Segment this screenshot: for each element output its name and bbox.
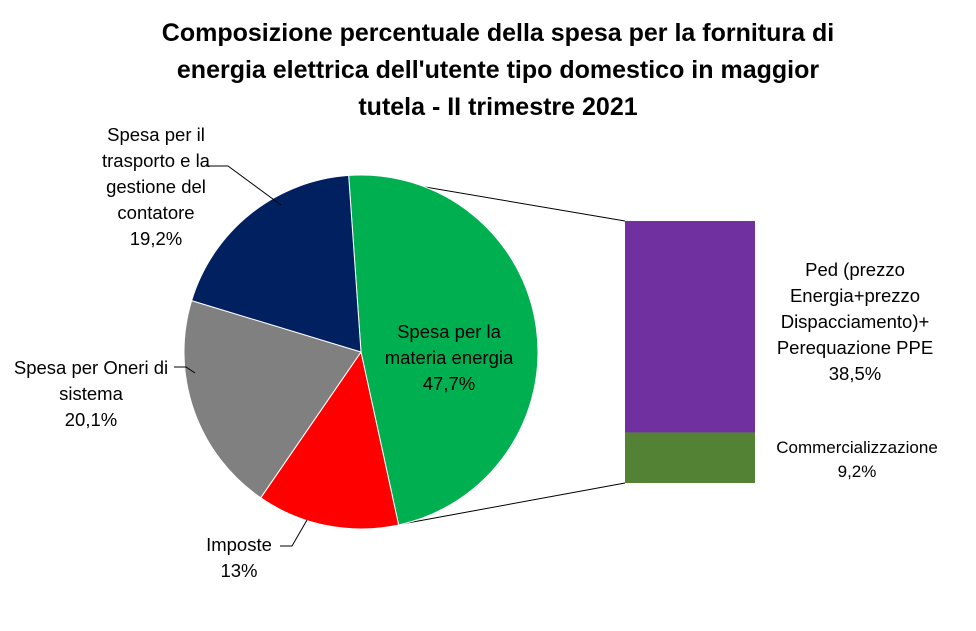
- value-label: 20,1%: [65, 409, 117, 430]
- connector-line-bottom: [404, 482, 626, 525]
- segment-label: Dispacciamento)+: [781, 311, 930, 332]
- value-label: 13%: [220, 560, 257, 581]
- leader-line-oneri: [174, 366, 196, 374]
- pie-slice: [183, 299, 362, 499]
- chart-title-line: energia elettrica dell'utente tipo domes…: [177, 56, 819, 84]
- slice-label: Spesa per la: [397, 321, 502, 342]
- breakdown-bar: [625, 221, 755, 483]
- pie-slice: [348, 174, 539, 526]
- slice-label: Spesa per il: [107, 124, 205, 145]
- leader-line-imposte: [280, 519, 308, 547]
- slice-label: trasporto e la: [102, 150, 211, 171]
- pie: [183, 174, 539, 530]
- segment-label: Energia+prezzo: [790, 285, 920, 306]
- segment-label: Perequazione PPE: [777, 337, 933, 358]
- chart-title-line: Composizione percentuale della spesa per…: [162, 19, 834, 47]
- slice-label: materia energia: [385, 347, 514, 368]
- chart-title: Composizione percentuale della spesa per…: [162, 19, 834, 121]
- segment-label: Commercializzazione: [776, 438, 938, 457]
- value-label: 47,7%: [423, 373, 475, 394]
- bar-segment: [625, 432, 755, 483]
- value-label: 9,2%: [838, 462, 877, 481]
- pie-slice: [259, 350, 400, 530]
- segment-label: Ped (prezzo: [805, 259, 905, 280]
- slice-label: Spesa per Oneri di: [14, 357, 168, 378]
- slice-label: sistema: [59, 383, 123, 404]
- data-labels: Spesa per la materia energia 47,7% Imposte 1…: [14, 124, 938, 581]
- bar-segment: [625, 221, 755, 433]
- value-label: 38,5%: [829, 363, 881, 384]
- slice-label: gestione del: [106, 176, 206, 197]
- slice-label: contatore: [117, 202, 194, 223]
- slice-label: Imposte: [206, 534, 272, 555]
- chart-title-line: tutela - II trimestre 2021: [358, 93, 637, 121]
- pie-slice: [191, 174, 362, 353]
- leader-lines: [174, 165, 308, 547]
- value-label: 19,2%: [130, 228, 182, 249]
- leader-line-trasporto: [206, 165, 282, 206]
